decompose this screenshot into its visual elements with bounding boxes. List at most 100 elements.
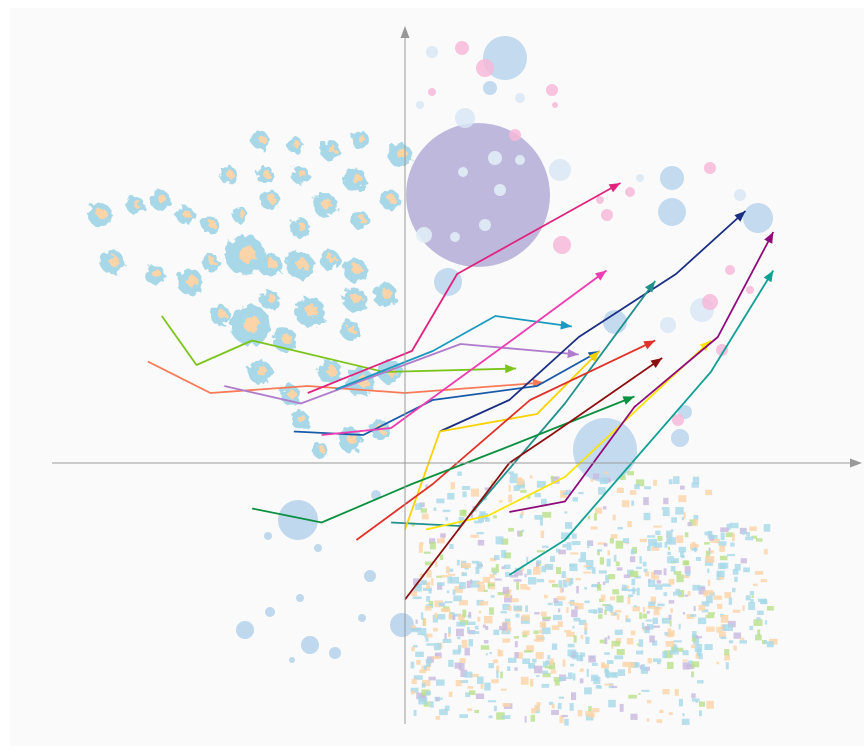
speckle [426,643,435,646]
speckle [593,513,597,521]
cluster-core [387,194,397,204]
speckle [479,511,486,519]
speckle [469,673,479,678]
speckle [492,659,499,664]
speckle [440,575,449,578]
speckle [597,549,603,552]
speckle [718,541,727,546]
scatter-bubble [704,162,716,174]
scatter-bubble [264,532,272,540]
speckle [616,595,624,603]
speckle [426,570,432,578]
speckle [756,538,763,542]
speckle [681,516,684,521]
speckle [562,659,566,667]
speckle [532,658,537,663]
speckle [586,566,592,570]
series-arrowhead [560,320,572,330]
speckle [562,544,567,548]
cluster-core [208,220,216,228]
speckle [684,566,691,574]
speckle [471,560,479,564]
speckle [462,563,471,568]
speckle [477,676,484,684]
speckle [534,515,543,520]
scatter-bubble [509,129,521,141]
speckle [530,678,534,687]
speckle [494,555,500,560]
speckle [470,580,480,588]
speckle [648,601,655,608]
cluster-core [305,304,319,318]
series-9 [391,280,656,527]
speckle [454,586,463,593]
speckle [584,687,592,695]
speckle [681,718,690,725]
speckle [579,652,586,657]
speckle [694,644,703,652]
speckle [746,531,750,537]
speckle [513,605,523,611]
speckle [648,579,656,587]
speckle [593,676,601,685]
speckle [621,500,630,508]
speckle [593,609,598,614]
speckle [558,549,566,555]
speckle [664,650,672,659]
speckle [519,530,523,536]
speckle [565,522,573,529]
cluster-core [396,148,408,160]
cluster-core [287,389,297,399]
speckle [722,624,731,631]
speckle [557,621,563,627]
speckle [662,651,668,658]
scatter-bubble [552,102,558,108]
speckle [551,643,558,650]
speckle [745,595,751,601]
scatter-bubble [734,189,746,201]
speckle [424,634,428,638]
speckle [750,599,754,604]
speckle [650,596,657,605]
speckle [585,636,590,644]
speckle [587,541,590,549]
speckle [535,652,544,659]
speckle [423,618,427,626]
speckle [678,698,683,707]
speckle [611,640,621,647]
speckle [598,570,607,574]
speckle [544,666,552,669]
speckle [550,669,557,674]
speckle [459,714,468,718]
speckle [436,498,445,504]
speckle [667,556,674,564]
speckle [691,661,700,668]
speckle [640,667,649,674]
speckle [459,599,468,606]
speckle [647,546,651,551]
speckle [521,565,525,572]
speckle [653,608,660,616]
speckle [446,566,450,574]
speckle [704,542,710,545]
speckle [415,651,424,657]
speckle [764,620,768,625]
speckle [647,606,657,609]
speckle [632,546,637,554]
speckle [547,655,551,660]
speckle [490,557,497,562]
speckle [502,715,511,719]
speckle [701,601,710,607]
speckle [429,538,436,544]
speckle [670,529,674,532]
speckle [513,579,522,582]
speckle [628,694,637,699]
speckle [479,601,489,606]
speckle [742,529,746,535]
cluster-core [217,309,227,319]
scatter-bubble [549,159,571,181]
speckle [667,551,671,555]
speckle [726,523,731,530]
speckle [474,709,479,714]
